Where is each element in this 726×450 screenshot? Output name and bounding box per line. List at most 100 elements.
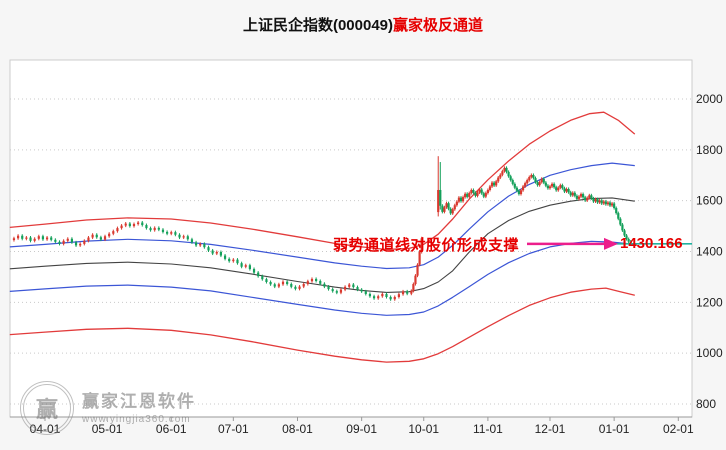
candle-body (141, 222, 144, 226)
chart-title-symbol: 上证民企指数(000049) (242, 17, 394, 34)
candle-body (581, 194, 585, 198)
candle-body (194, 242, 198, 246)
candle-body (54, 239, 57, 242)
candle-body (577, 196, 581, 199)
candle-body (364, 291, 367, 294)
candle-body (157, 227, 160, 230)
candle-body (261, 276, 264, 280)
watermark-url: www.yingjia360.com (82, 414, 191, 425)
candle-body (617, 213, 620, 219)
candle-body (236, 259, 239, 264)
candle-body (548, 186, 552, 189)
candle-body (339, 289, 343, 293)
candle-body (466, 193, 469, 197)
candle-body (470, 189, 473, 194)
y-axis-label: 800 (696, 397, 716, 411)
candle-body (459, 197, 463, 202)
candle-body (528, 177, 531, 181)
candle-body (199, 243, 202, 246)
candle-body (507, 171, 510, 177)
candle-body (457, 197, 461, 202)
candle-body (497, 177, 500, 182)
candle-body (120, 225, 123, 229)
candle-body (550, 183, 554, 187)
candle-body (153, 227, 156, 231)
candle-body (95, 234, 98, 238)
candle-body (486, 189, 489, 194)
candle-body (521, 186, 525, 191)
candle-body (393, 296, 396, 300)
candle-body (586, 197, 589, 201)
candle-body (420, 238, 423, 253)
candle-body (565, 188, 568, 192)
candle-body (203, 243, 206, 248)
candle-body (252, 269, 256, 273)
candle-body (524, 183, 527, 187)
candle-body (186, 236, 189, 240)
candle-body (269, 282, 272, 285)
candle-body (538, 182, 541, 186)
candle-body (149, 228, 152, 231)
candle-body (315, 278, 318, 281)
candle-body (563, 188, 566, 192)
candle-body (439, 189, 442, 206)
candle-body (377, 296, 380, 299)
candle-body (58, 241, 61, 244)
candle-body (553, 183, 556, 188)
candle-body (368, 293, 372, 297)
candle-body (455, 201, 458, 206)
candle-body (286, 281, 289, 285)
candle-body (445, 203, 448, 208)
candle-body (33, 238, 36, 241)
x-axis-label: 01-01 (599, 422, 630, 436)
candle-body (546, 185, 550, 189)
candle-body (536, 182, 539, 186)
candle-body (517, 190, 521, 195)
candle-body (356, 287, 359, 290)
candle-body (623, 230, 626, 236)
candle-body (567, 188, 570, 193)
candle-body (406, 291, 409, 294)
candle-body (99, 237, 102, 240)
candle-body (476, 192, 479, 196)
candle-body (414, 275, 417, 285)
candle-body (12, 238, 16, 241)
candle-body (503, 167, 506, 172)
chart-title: 上证民企指数(000049)赢家极反通道 (0, 14, 726, 35)
candle-body (50, 237, 53, 240)
candle-body (211, 250, 214, 254)
candle-body (627, 239, 630, 242)
y-axis-label: 1800 (696, 143, 723, 157)
candle-body (542, 178, 545, 183)
candle-body (453, 205, 456, 210)
candle-body (505, 167, 508, 172)
candle-body (74, 242, 78, 246)
candle-body (461, 197, 465, 202)
candle-body (170, 232, 173, 234)
candle-body (83, 240, 86, 244)
candle-body (561, 185, 564, 189)
watermark-brand: 赢家江恩软件 (82, 392, 196, 411)
candle-body (526, 180, 529, 184)
candle-body (215, 252, 218, 254)
candle-body (573, 192, 576, 196)
candle-body (437, 189, 440, 213)
candle-body (265, 279, 268, 282)
candle-body (625, 235, 628, 240)
candle-body (588, 195, 591, 198)
candle-body (70, 238, 74, 243)
candle-body (132, 224, 136, 227)
candle-body (598, 200, 601, 203)
candle-body (381, 293, 384, 297)
candle-body (478, 189, 481, 193)
plot-area[interactable] (9, 59, 693, 418)
candle-body (468, 193, 471, 197)
x-axis-label: 02-01 (663, 422, 694, 436)
candle-body (306, 281, 309, 285)
support-annotation: 弱势通道线对股价形成支撑 (333, 236, 520, 254)
candle-body (232, 259, 235, 262)
candle-body (499, 174, 502, 178)
candle-body (108, 233, 111, 237)
candle-body (610, 203, 614, 206)
candle-body (335, 291, 338, 293)
